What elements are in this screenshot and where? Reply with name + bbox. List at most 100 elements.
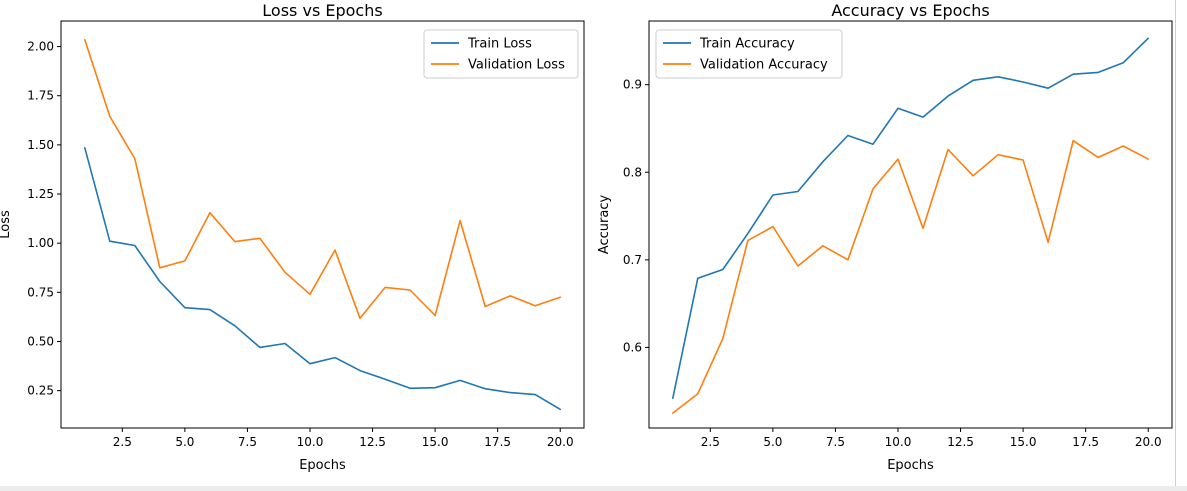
accuracy-data-point-validation [972,175,974,177]
loss-data-point-validation [184,260,186,262]
accuracy-data-point-validation [1022,159,1024,161]
accuracy-data-point-validation [722,338,724,340]
loss-data-point-train [84,147,86,149]
loss-data-point-validation [159,267,161,269]
loss-x-axis-label: Epochs [299,458,346,473]
accuracy-data-point-validation [772,225,774,227]
accuracy-data-point-train [872,143,874,145]
loss-data-point-validation [284,271,286,273]
loss-data-point-validation [534,305,536,307]
accuracy-data-point-train [1047,87,1049,89]
x-tick-label: 20.0 [1135,435,1162,449]
accuracy-chart-title: Accuracy vs Epochs [831,1,989,20]
loss-data-point-validation [459,219,461,221]
loss-data-point-train [184,307,186,309]
loss-data-point-validation [109,115,111,117]
accuracy-data-point-train [922,116,924,118]
accuracy-data-point-train [947,95,949,97]
figure-bottom-strip [0,486,1187,491]
loss-chart: Loss vs Epochs 2.5 5.0 7.5 10.0 12.5 15.0 17.5 2… [0,1,585,473]
accuracy-data-point-train [697,277,699,279]
loss-data-point-train [459,379,461,381]
accuracy-chart: Accuracy vs Epochs 2.5 5.0 7.5 10.0 12.5 15.0 1… [597,1,1173,473]
accuracy-data-point-train [797,190,799,192]
legend-label: Train Accuracy [699,37,795,52]
y-tick-label: 1.00 [27,236,54,250]
accuracy-data-point-train [1097,71,1099,73]
loss-data-point-train [434,387,436,389]
loss-plot-area [60,20,585,429]
x-tick-label: 15.0 [422,435,449,449]
loss-data-point-validation [309,293,311,295]
loss-data-point-validation [434,314,436,316]
accuracy-data-point-train [1147,37,1149,39]
x-tick-label: 17.5 [1072,435,1099,449]
accuracy-data-point-validation [922,227,924,229]
y-tick-label: 0.50 [27,334,54,348]
accuracy-data-point-validation [1097,156,1099,158]
accuracy-x-axis-label: Epochs [887,458,934,473]
loss-data-point-train [484,388,486,390]
accuracy-legend: Train Accuracy Validation Accuracy [655,29,843,79]
y-tick-label: 1.50 [27,138,54,152]
loss-chart-title: Loss vs Epochs [262,1,382,20]
legend-label: Validation Loss [468,58,565,73]
x-tick-label: 20.0 [547,435,574,449]
accuracy-data-point-train [822,161,824,163]
accuracy-data-point-train [1022,81,1024,83]
accuracy-data-point-train [722,268,724,270]
loss-series-line-train [84,147,562,411]
accuracy-data-point-train [847,134,849,136]
loss-data-point-train [534,393,536,395]
x-tick-label: 2.5 [701,435,720,449]
loss-data-point-train [559,408,561,410]
legend-label: Validation Accuracy [700,58,828,73]
accuracy-data-point-train [747,232,749,234]
loss-data-point-train [259,346,261,348]
accuracy-data-point-validation [1122,145,1124,147]
accuracy-data-point-validation [1047,241,1049,243]
loss-data-point-train [309,363,311,365]
x-tick-label: 12.5 [359,435,386,449]
loss-data-point-train [334,356,336,358]
accuracy-data-point-validation [672,412,674,414]
loss-data-point-train [409,387,411,389]
loss-data-point-validation [559,296,561,298]
y-tick-label: 0.25 [27,384,54,398]
accuracy-data-point-train [997,76,999,78]
loss-data-point-validation [334,249,336,251]
x-tick-label: 7.5 [238,435,257,449]
loss-series-line-validation [84,38,562,320]
accuracy-data-point-train [972,79,974,81]
accuracy-data-point-train [1072,73,1074,75]
accuracy-series-line-train [671,37,1149,400]
accuracy-data-point-validation [997,154,999,156]
loss-data-point-train [359,369,361,371]
loss-data-point-validation [359,317,361,319]
legend-box [655,29,843,79]
accuracy-plot-area [648,20,1173,429]
y-tick-label: 0.75 [27,285,54,299]
x-tick-label: 10.0 [297,435,324,449]
y-tick-label: 0.8 [623,165,642,179]
loss-data-point-train [159,280,161,282]
accuracy-data-point-train [772,194,774,196]
accuracy-data-point-train [672,397,674,399]
x-tick-label: 5.0 [175,435,194,449]
figure-right-edge [1175,0,1176,486]
accuracy-data-point-validation [1147,158,1149,160]
x-tick-label: 17.5 [484,435,511,449]
y-tick-label: 1.75 [27,89,54,103]
accuracy-data-point-validation [797,265,799,267]
loss-data-point-train [384,378,386,380]
accuracy-data-point-train [897,107,899,109]
loss-data-point-validation [134,157,136,159]
accuracy-data-point-validation [697,393,699,395]
x-tick-label: 2.5 [113,435,132,449]
loss-data-point-train [234,325,236,327]
x-tick-label: 7.5 [826,435,845,449]
y-tick-label: 2.00 [27,40,54,54]
accuracy-data-point-validation [822,245,824,247]
y-tick-label: 0.7 [623,253,642,267]
